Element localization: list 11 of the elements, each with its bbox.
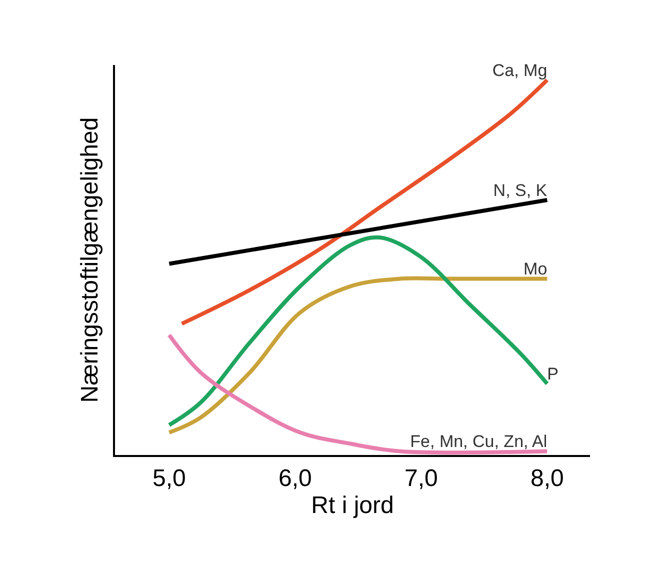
series-label: P — [547, 364, 559, 384]
x-tick-label: 7,0 — [404, 464, 438, 492]
x-tick-label: 5,0 — [152, 464, 186, 492]
y-axis-title: Næringsstoftilgængelighed — [76, 117, 104, 403]
x-tick-label: 6,0 — [278, 464, 312, 492]
x-axis-title: Rt i jord — [311, 492, 394, 519]
series-label: N, S, K — [493, 180, 548, 200]
series-label: Mo — [524, 260, 548, 278]
series-label: Fe, Mn, Cu, Zn, Al — [410, 432, 548, 451]
series-label: Ca, Mg — [492, 60, 548, 80]
x-tick-label: 8,0 — [530, 464, 564, 492]
